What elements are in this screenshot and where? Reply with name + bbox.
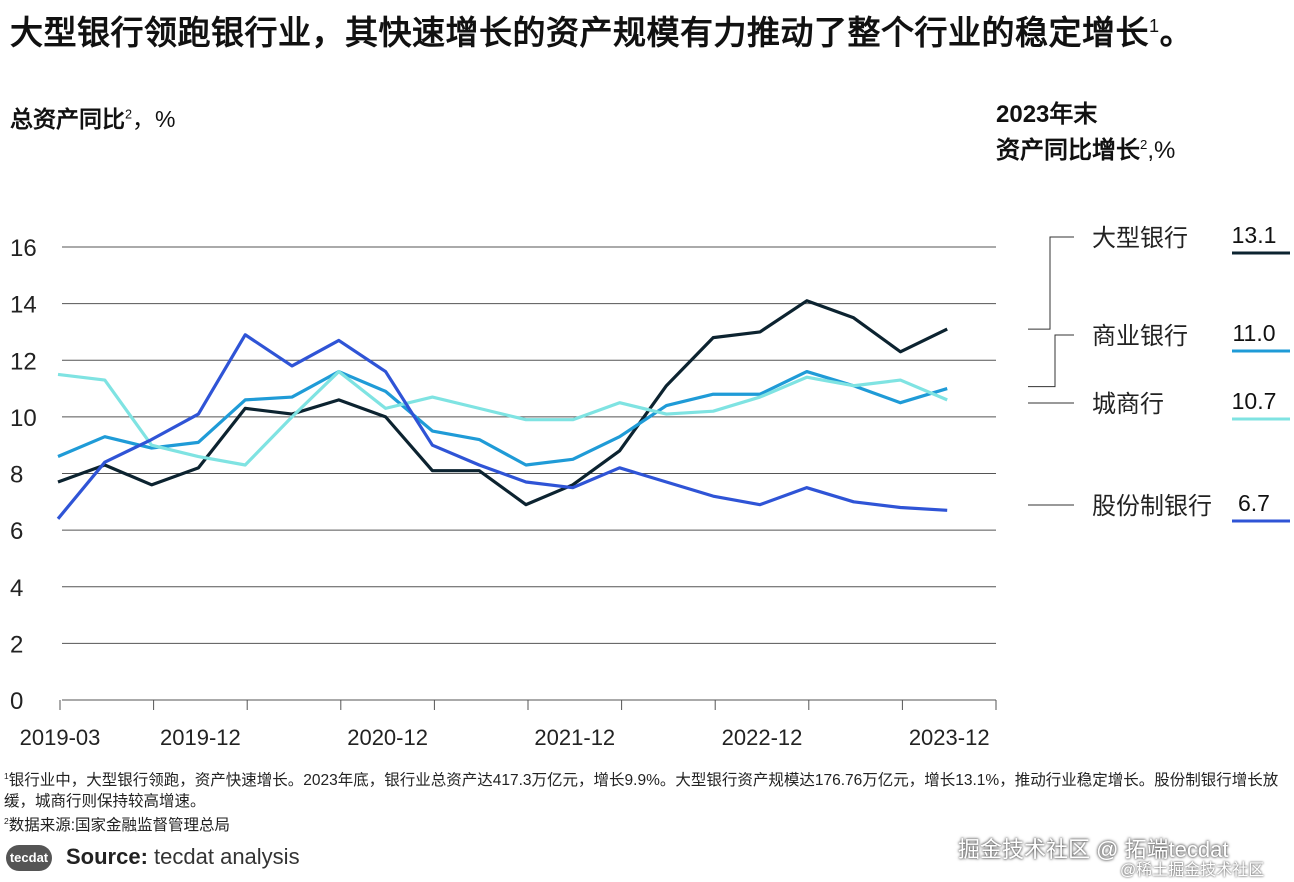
y-tick-label: 0 (10, 688, 23, 715)
watermark: 掘金技术社区 @ 拓端tecdat (958, 837, 1229, 862)
legend-end-value: 10.7 (1232, 388, 1277, 414)
footnote-1: 1银行业中，大型银行领跑，资产快速增长。2023年底，银行业总资产达417.3万… (4, 771, 1279, 811)
y-tick-label: 2 (10, 631, 23, 658)
footnote-2: 2数据来源:国家金融监督管理总局 (4, 815, 231, 834)
legend-label: 股份制银行 (1092, 493, 1212, 520)
source-line: Source: tecdat analysis (66, 844, 300, 869)
x-axis: 2019-03 2019-12 2020-12 2021-12 2022-12 2023-… (20, 699, 997, 750)
tecdat-logo: tecdat (6, 845, 52, 871)
line-chart: 0 2 4 6 8 10 12 14 16 2019-03 2019-12 2020-12 2021-… (10, 222, 1290, 750)
y-tick-label: 12 (10, 348, 37, 375)
y-axis-label: 总资产同比2，% (10, 106, 176, 132)
series-lines (56, 299, 948, 520)
legend-end-value: 11.0 (1232, 320, 1275, 346)
x-tick-label: 2019-12 (160, 725, 241, 750)
x-tick-label: 2023-12 (909, 725, 990, 750)
legend-connector (1028, 334, 1074, 388)
y-tick-label: 10 (10, 405, 37, 432)
y-tick-label: 4 (10, 575, 23, 602)
end-value-header: 2023年末 资产同比增长2,% (996, 101, 1176, 164)
x-tick-label: 2019-03 (20, 725, 101, 750)
legend: 大型银行 13.1 商业银行 11.0 城商行 10.7 股份制银行 6.7 (1028, 222, 1290, 523)
gridlines (62, 246, 996, 644)
legend-label: 商业银行 (1092, 323, 1188, 350)
x-tick-label: 2021-12 (534, 725, 615, 750)
x-tick-label: 2022-12 (722, 725, 803, 750)
y-axis-ticks: 0 2 4 6 8 10 12 14 16 (10, 235, 37, 715)
legend-label: 大型银行 (1092, 225, 1188, 252)
series-line (56, 333, 948, 520)
legend-end-value: 6.7 (1238, 490, 1270, 516)
y-tick-label: 14 (10, 292, 37, 319)
y-tick-label: 8 (10, 462, 23, 489)
chart-title: 大型银行领跑银行业，其快速增长的资产规模有力推动了整个行业的稳定增长1。 (10, 14, 1194, 51)
x-tick-label: 2020-12 (347, 725, 428, 750)
series-line (57, 369, 948, 467)
watermark-sub: @稀土掘金技术社区 (1120, 862, 1265, 879)
legend-connector (1028, 236, 1074, 330)
y-tick-label: 6 (10, 518, 23, 545)
legend-end-value: 13.1 (1232, 222, 1277, 248)
legend-label: 城商行 (1092, 391, 1164, 418)
series-line (57, 369, 948, 467)
y-tick-label: 16 (10, 235, 37, 262)
